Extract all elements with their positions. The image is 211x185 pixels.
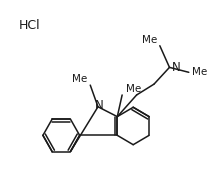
Text: Me: Me <box>142 35 157 45</box>
Text: Me: Me <box>126 84 141 94</box>
Text: Me: Me <box>192 67 207 77</box>
Text: Me: Me <box>72 74 87 84</box>
Text: N: N <box>95 99 103 112</box>
Text: N: N <box>172 61 181 74</box>
Text: HCl: HCl <box>19 19 40 32</box>
